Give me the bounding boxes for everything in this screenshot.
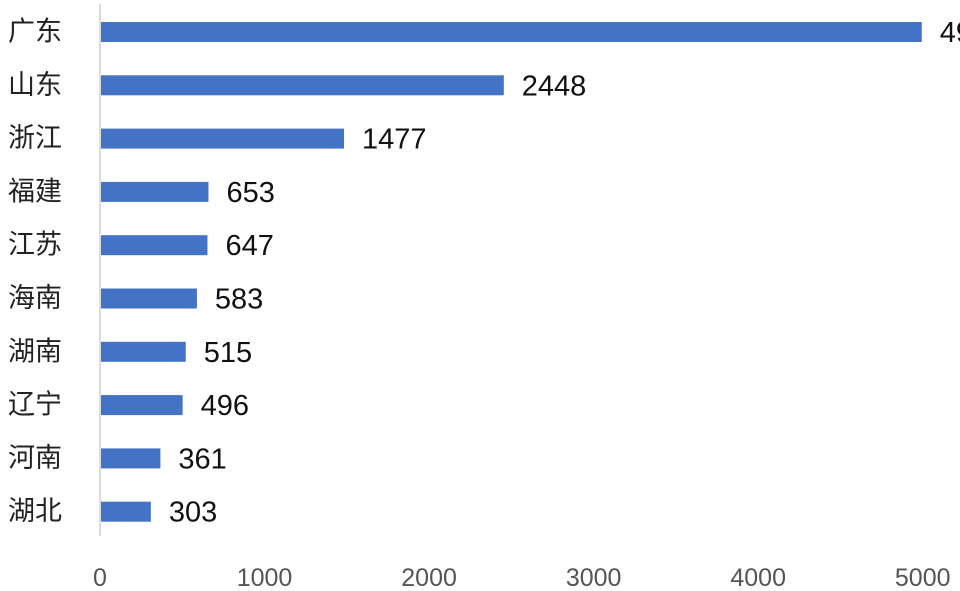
bar: [101, 22, 922, 42]
x-tick-label: 1000: [237, 564, 293, 591]
category-label: 福建: [8, 176, 62, 207]
bar: [101, 341, 186, 362]
category-label: 江苏: [8, 230, 62, 261]
plot-area: 广东 4988 山东 2448 浙江 1477 福建 653 江苏 647 海南 583 湖南 515 辽宁…: [8, 4, 960, 591]
data-label: 1477: [362, 124, 427, 156]
bar: [101, 128, 345, 149]
bar: [101, 395, 183, 416]
category-label: 浙江: [8, 123, 62, 154]
category-label: 广东: [8, 17, 62, 48]
category-label: 山东: [8, 70, 62, 101]
data-label: 653: [226, 177, 274, 209]
data-label: 303: [169, 497, 217, 529]
bar: [101, 235, 208, 256]
bar: [101, 448, 161, 469]
category-label: 海南: [8, 283, 62, 314]
category-label: 湖南: [8, 336, 62, 367]
category-label: 湖北: [8, 496, 62, 527]
x-tick-label: 3000: [566, 564, 622, 591]
x-tick-label: 0: [93, 564, 107, 591]
bar: [101, 181, 209, 202]
x-tick-label: 4000: [730, 564, 786, 591]
data-label: 2448: [522, 70, 587, 102]
data-label: 583: [215, 284, 263, 316]
data-label: 647: [225, 230, 273, 262]
data-label: 361: [178, 443, 226, 475]
bar: [101, 501, 151, 522]
data-label: 496: [201, 390, 249, 422]
bar: [101, 75, 504, 96]
category-label: 辽宁: [8, 390, 62, 421]
data-label: 515: [204, 337, 252, 369]
bar: [101, 288, 197, 309]
category-label: 河南: [8, 443, 62, 474]
x-tick-label: 5000: [895, 564, 951, 591]
x-tick-label: 2000: [401, 564, 457, 591]
data-label: 4988: [940, 17, 960, 49]
